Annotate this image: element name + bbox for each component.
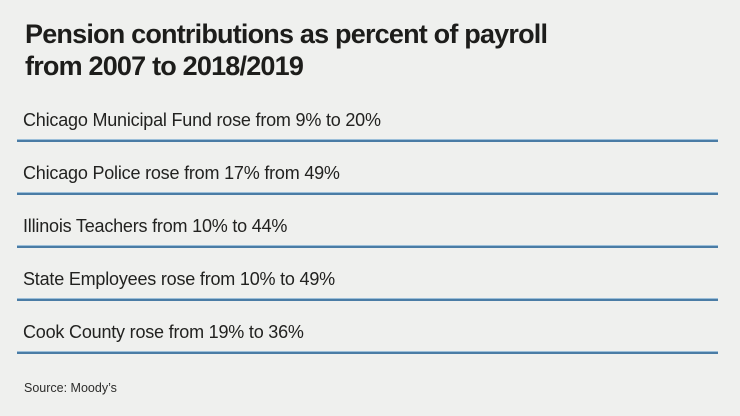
divider-rule [17,245,718,248]
divider-rule [17,298,718,301]
list-item-chicago-municipal: Chicago Municipal Fund rose from 9% to 2… [17,108,718,142]
page-title-line1: Pension contributions as percent of payr… [25,19,548,49]
divider-rule [17,139,718,142]
list-item-illinois-teachers: Illinois Teachers from 10% to 44% [17,214,718,248]
page-title-line2: from 2007 to 2018/2019 [25,51,304,81]
divider-rule [17,192,718,195]
source-attribution: Source: Moody’s [24,381,117,395]
list-item-label: State Employees rose from 10% to 49% [23,269,335,289]
list-item-state-employees: State Employees rose from 10% to 49% [17,267,718,301]
list-item-label: Cook County rose from 19% to 36% [23,322,304,342]
fund-list: Chicago Municipal Fund rose from 9% to 2… [17,108,718,354]
list-item-label: Chicago Municipal Fund rose from 9% to 2… [23,110,381,130]
list-item-label: Illinois Teachers from 10% to 44% [23,216,288,236]
list-item-chicago-police: Chicago Police rose from 17% from 49% [17,161,718,195]
divider-rule [17,351,718,354]
page-title: Pension contributions as percent of payr… [25,18,718,82]
list-item-cook-county: Cook County rose from 19% to 36% [17,320,718,354]
list-item-label: Chicago Police rose from 17% from 49% [23,163,340,183]
